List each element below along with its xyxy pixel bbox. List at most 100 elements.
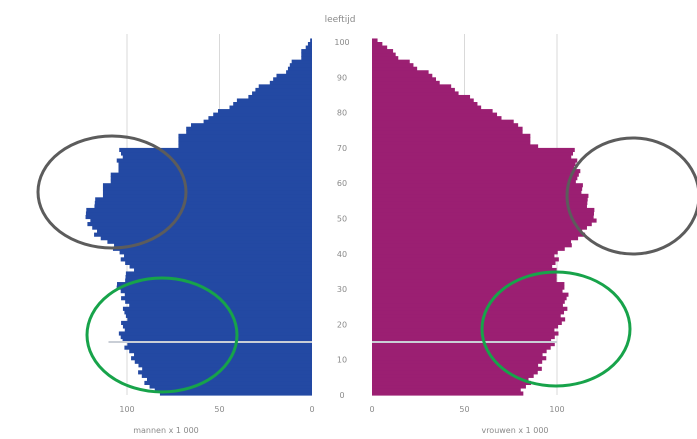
age-tick-label: 70: [337, 144, 347, 153]
men-bar-age-65: [118, 162, 313, 167]
women-bar-age-50: [372, 214, 594, 220]
women-bar-age-82: [372, 102, 478, 107]
men-bar-age-80: [218, 109, 312, 114]
women-bar-age-81: [372, 105, 482, 110]
men-bar-age-37: [125, 260, 313, 265]
women-x-tick-label: 50: [459, 405, 469, 414]
women-bar-age-12: [372, 349, 547, 354]
women-bar-age-75: [372, 126, 523, 131]
men-bar-age-62: [110, 172, 312, 177]
women-bar-age-48: [372, 222, 592, 227]
men-bar-age-59: [102, 183, 312, 188]
men-bar-age-44: [100, 236, 312, 241]
women-bar-age-80: [372, 109, 493, 114]
women-bar-age-52: [372, 207, 595, 213]
men-bar-age-77: [203, 119, 312, 124]
green-annotation-ellipse-women: [480, 270, 632, 388]
men-bar-age-6: [138, 370, 312, 375]
bars-layer: [85, 38, 597, 396]
men-bar-age-43: [107, 239, 312, 244]
women-bar-age-70: [372, 144, 539, 149]
women-bar-age-23: [372, 310, 565, 315]
men-bar-age-91: [286, 70, 312, 75]
men-bar-age-14: [127, 342, 313, 347]
men-bar-age-49: [90, 218, 313, 223]
men-bar-age-68: [120, 151, 312, 156]
men-bar-age-51: [85, 211, 313, 216]
men-bar-age-0: [159, 391, 312, 396]
women-bar-age-90: [372, 73, 433, 78]
men-bar-age-92: [287, 66, 312, 71]
men-bar-age-42: [114, 243, 312, 248]
men-bar-age-27: [121, 296, 312, 301]
women-bar-age-72: [372, 137, 531, 142]
green-annotation-ellipse-men: [85, 276, 239, 394]
men-bar-age-88: [269, 80, 312, 85]
men-bar-age-36: [129, 264, 312, 269]
men-bar-age-28: [124, 292, 312, 297]
women-bar-age-85: [372, 91, 459, 96]
women-bar-age-97: [372, 49, 394, 54]
women-bar-age-7: [372, 366, 542, 371]
women-bar-age-57: [372, 190, 582, 195]
men-bar-age-21: [127, 317, 313, 322]
women-bar-age-19: [372, 324, 559, 329]
men-bar-age-48: [87, 222, 312, 227]
women-bar-age-92: [372, 66, 418, 71]
men-bar-age-55: [95, 197, 313, 202]
women-bar-age-53: [372, 204, 587, 209]
men-bar-age-100: [310, 38, 312, 43]
men-bar-age-23: [124, 310, 312, 315]
women-bar-age-5: [372, 373, 534, 378]
women-bar-age-63: [372, 169, 581, 174]
men-bar-age-17: [118, 331, 312, 336]
women-bar-age-42: [372, 243, 572, 248]
women-bar-age-77: [372, 119, 514, 124]
men-bar-age-67: [122, 154, 313, 160]
gray-annotation-ellipse-men: [36, 134, 188, 250]
women-bar-age-22: [372, 313, 561, 318]
men-bar-age-74: [186, 130, 312, 135]
women-bar-age-100: [372, 38, 378, 43]
age-tick-label: 40: [337, 250, 347, 259]
men-bar-age-39: [124, 253, 312, 258]
men-bar-age-93: [289, 63, 312, 68]
women-bar-age-94: [372, 59, 410, 64]
women-bar-age-60: [372, 179, 576, 184]
women-bar-age-6: [372, 370, 538, 375]
women-x-tick-label: 100: [549, 405, 564, 414]
women-bar-age-86: [372, 87, 455, 93]
men-bar-age-32: [125, 278, 313, 283]
men-bar-age-94: [291, 59, 312, 64]
women-bar-age-37: [372, 260, 556, 265]
age-tick-label: 0: [339, 391, 344, 400]
women-bar-age-38: [372, 257, 559, 262]
men-bar-age-76: [191, 123, 312, 128]
women-axis-label: vrouwen x 1 000: [481, 426, 548, 435]
women-bar-age-74: [372, 130, 523, 135]
men-bar-age-78: [208, 116, 312, 121]
women-bar-age-49: [372, 218, 597, 223]
men-bar-age-86: [255, 87, 312, 93]
women-bar-age-67: [372, 154, 572, 160]
women-bar-age-84: [372, 94, 471, 100]
men-bar-age-58: [102, 186, 312, 191]
men-bar-age-87: [258, 84, 312, 89]
men-x-tick-label: 0: [309, 405, 314, 414]
women-bar-age-76: [372, 123, 519, 128]
women-bar-age-43: [372, 239, 572, 244]
men-bar-age-41: [112, 246, 312, 251]
women-bar-age-87: [372, 84, 452, 89]
men-bar-age-2: [149, 384, 312, 389]
men-bar-age-30: [116, 285, 312, 290]
age-tick-label: 100: [334, 38, 349, 47]
women-bar-age-10: [372, 356, 547, 361]
women-bar-age-28: [372, 292, 569, 297]
women-bar-age-35: [372, 267, 557, 273]
women-bar-age-33: [372, 274, 557, 280]
women-bar-age-95: [372, 56, 399, 61]
women-bar-age-73: [372, 133, 531, 138]
women-bar-age-58: [372, 186, 583, 191]
age-tick-label: 10: [337, 356, 347, 365]
